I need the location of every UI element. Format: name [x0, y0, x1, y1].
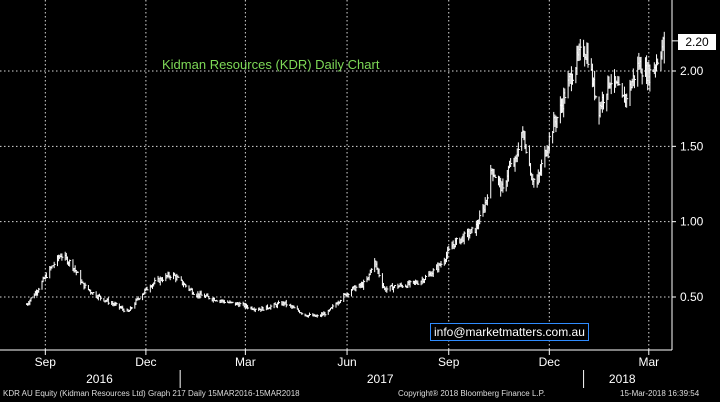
x-year-label: 2017	[367, 372, 394, 386]
x-month-label: Jun	[337, 355, 356, 369]
x-axis: Sep Dec Mar Jun Sep Dec Mar 2016 2017 2018	[0, 349, 672, 388]
x-month-label: Dec	[539, 355, 560, 369]
footer-copyright: Copyright® 2018 Bloomberg Finance L.P.	[398, 389, 546, 398]
y-tick-label: 2.00	[680, 64, 704, 78]
x-month-label: Mar	[235, 355, 256, 369]
last-price-label: 2.20	[678, 34, 716, 50]
grid-layer	[0, 0, 672, 350]
price-chart: 0.501.001.502.00 Sep Dec Mar Jun Sep Dec Mar20…	[0, 0, 720, 388]
x-month-label: Dec	[135, 355, 156, 369]
chart-background	[0, 0, 720, 388]
chart-footer: KDR AU Equity (Kidman Resources Ltd) Gra…	[0, 388, 720, 402]
footer-security-info: KDR AU Equity (Kidman Resources Ltd) Gra…	[3, 389, 300, 398]
x-month-label: Mar	[638, 355, 659, 369]
chart-title: Kidman Resources (KDR) Daily Chart	[162, 57, 380, 72]
x-month-label: Sep	[35, 355, 57, 369]
x-year-label: 2018	[609, 372, 636, 386]
y-tick-label: 1.00	[680, 215, 704, 229]
y-tick-label: 0.50	[680, 290, 704, 304]
price-series	[26, 31, 665, 318]
contact-email[interactable]: info@marketmatters.com.au	[430, 323, 589, 341]
x-month-label: Sep	[438, 355, 460, 369]
y-axis: 0.50 1.00 1.50 2.00	[671, 0, 704, 350]
footer-timestamp: 15-Mar-2018 16:39:54	[620, 389, 700, 398]
y-tick-label: 1.50	[680, 139, 704, 153]
x-year-label: 2016	[86, 372, 113, 386]
